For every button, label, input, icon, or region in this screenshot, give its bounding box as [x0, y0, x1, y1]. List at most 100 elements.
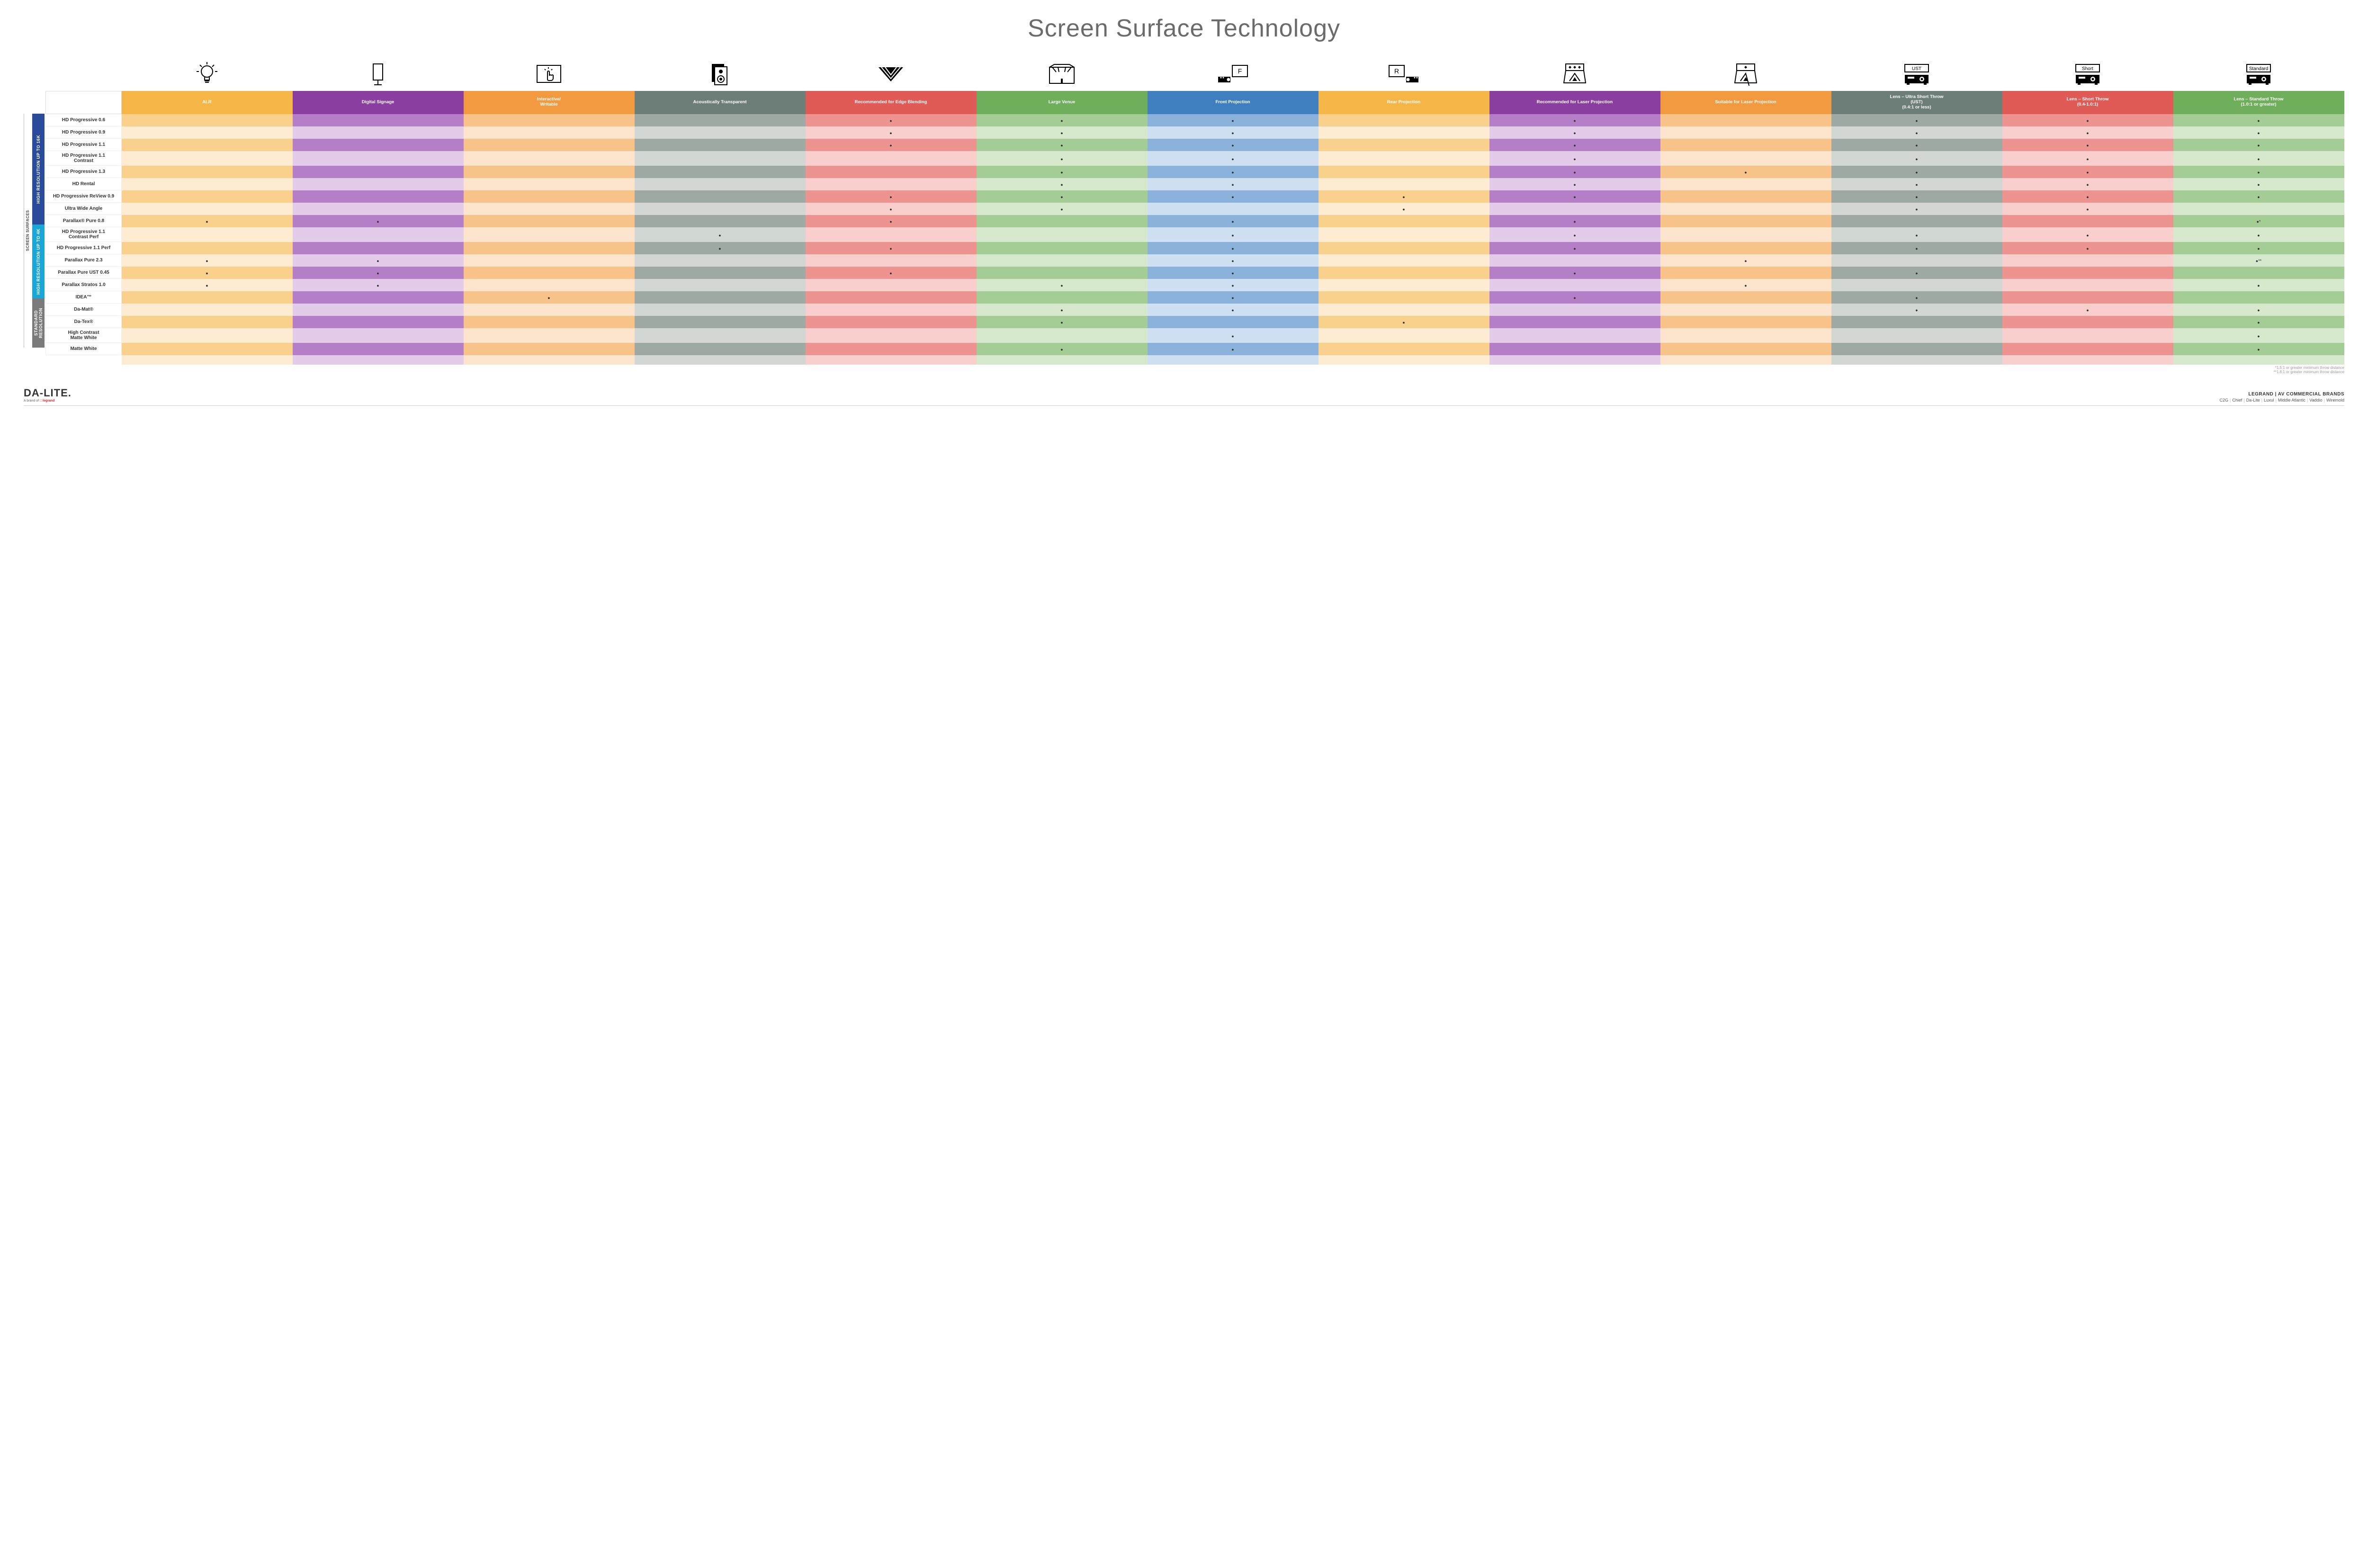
svg-text:Short: Short	[2082, 66, 2093, 72]
row-label: HD Progressive 1.1Contrast Perf	[46, 227, 122, 242]
cell	[1319, 227, 1489, 242]
cell	[635, 291, 806, 304]
cell	[1831, 215, 2002, 227]
cell	[1831, 203, 2002, 215]
bulb-icon	[122, 57, 293, 91]
proj_ust-icon: UST	[1831, 57, 2002, 91]
row-label: HD Rental	[46, 178, 122, 190]
cell	[1660, 291, 1831, 304]
brand-item: Wiremold	[2326, 398, 2344, 403]
cell	[806, 151, 977, 166]
cell	[122, 227, 293, 242]
cell	[1148, 178, 1319, 190]
cell	[635, 151, 806, 166]
cell	[1148, 190, 1319, 203]
cell	[122, 203, 293, 215]
front-icon: F	[1148, 57, 1319, 91]
cell	[1831, 151, 2002, 166]
col-header-laserR: Recommended for Laser Projection	[1489, 91, 1660, 114]
cell	[1148, 203, 1319, 215]
cell	[1660, 316, 1831, 328]
cell	[464, 254, 635, 267]
cell	[1831, 242, 2002, 254]
brand-item: Da-Lite	[2246, 398, 2260, 403]
row-label: Parallax Stratos 1.0	[46, 279, 122, 291]
cell	[122, 139, 293, 151]
cell	[1489, 242, 1660, 254]
cell	[464, 126, 635, 139]
row-label: HD Progressive 1.1 Perf	[46, 242, 122, 254]
cell	[1660, 242, 1831, 254]
cell	[635, 267, 806, 279]
cell	[1831, 139, 2002, 151]
row-label: IDEA™	[46, 291, 122, 304]
cell	[635, 316, 806, 328]
cell	[1148, 114, 1319, 126]
cell	[635, 178, 806, 190]
cell	[635, 114, 806, 126]
cell	[1489, 126, 1660, 139]
cell	[293, 304, 464, 316]
rear-icon: R	[1319, 57, 1489, 91]
cell	[635, 254, 806, 267]
cell	[635, 139, 806, 151]
col-header-std: Lens – Standard Throw(1.0:1 or greater)	[2173, 91, 2344, 114]
cell	[1148, 242, 1319, 254]
row-label: HD Progressive 0.6	[46, 114, 122, 126]
cell	[977, 267, 1148, 279]
cell	[977, 227, 1148, 242]
cell	[1831, 279, 2002, 291]
cell	[1148, 254, 1319, 267]
cell	[2173, 242, 2344, 254]
brand-item: Luxul	[2264, 398, 2274, 403]
laser3-icon	[1489, 57, 1660, 91]
cell	[122, 190, 293, 203]
cell	[1489, 139, 1660, 151]
proj_short-icon: Short	[2002, 57, 2173, 91]
cell	[2173, 126, 2344, 139]
cell	[635, 343, 806, 355]
cell	[1489, 203, 1660, 215]
cell	[2002, 328, 2173, 343]
cell	[2173, 151, 2344, 166]
cell	[1660, 254, 1831, 267]
cell	[293, 151, 464, 166]
cell	[2173, 139, 2344, 151]
cell	[464, 328, 635, 343]
svg-text:UST: UST	[1912, 66, 1921, 72]
cell	[977, 242, 1148, 254]
cell	[1831, 316, 2002, 328]
cell	[464, 267, 635, 279]
cell	[1319, 151, 1489, 166]
cell	[1319, 291, 1489, 304]
cell	[293, 316, 464, 328]
cell	[977, 316, 1148, 328]
cell	[2173, 279, 2344, 291]
cell	[977, 304, 1148, 316]
col-header-front: Front Projection	[1148, 91, 1319, 114]
cell	[122, 215, 293, 227]
cell	[1319, 267, 1489, 279]
cell	[1319, 190, 1489, 203]
cell	[806, 178, 977, 190]
cell	[1831, 126, 2002, 139]
cell	[1148, 279, 1319, 291]
cell	[293, 343, 464, 355]
row-label: Ultra Wide Angle	[46, 203, 122, 215]
cell	[464, 190, 635, 203]
cell	[1660, 126, 1831, 139]
cell	[977, 279, 1148, 291]
cell	[122, 166, 293, 178]
cell	[1831, 114, 2002, 126]
cell	[1831, 328, 2002, 343]
row-label: Da-Mat®	[46, 304, 122, 316]
cell	[806, 215, 977, 227]
cell	[1489, 328, 1660, 343]
cell	[293, 139, 464, 151]
cell	[635, 227, 806, 242]
cell	[464, 316, 635, 328]
cell	[1148, 139, 1319, 151]
cell	[464, 139, 635, 151]
cell	[1489, 215, 1660, 227]
cell	[806, 203, 977, 215]
